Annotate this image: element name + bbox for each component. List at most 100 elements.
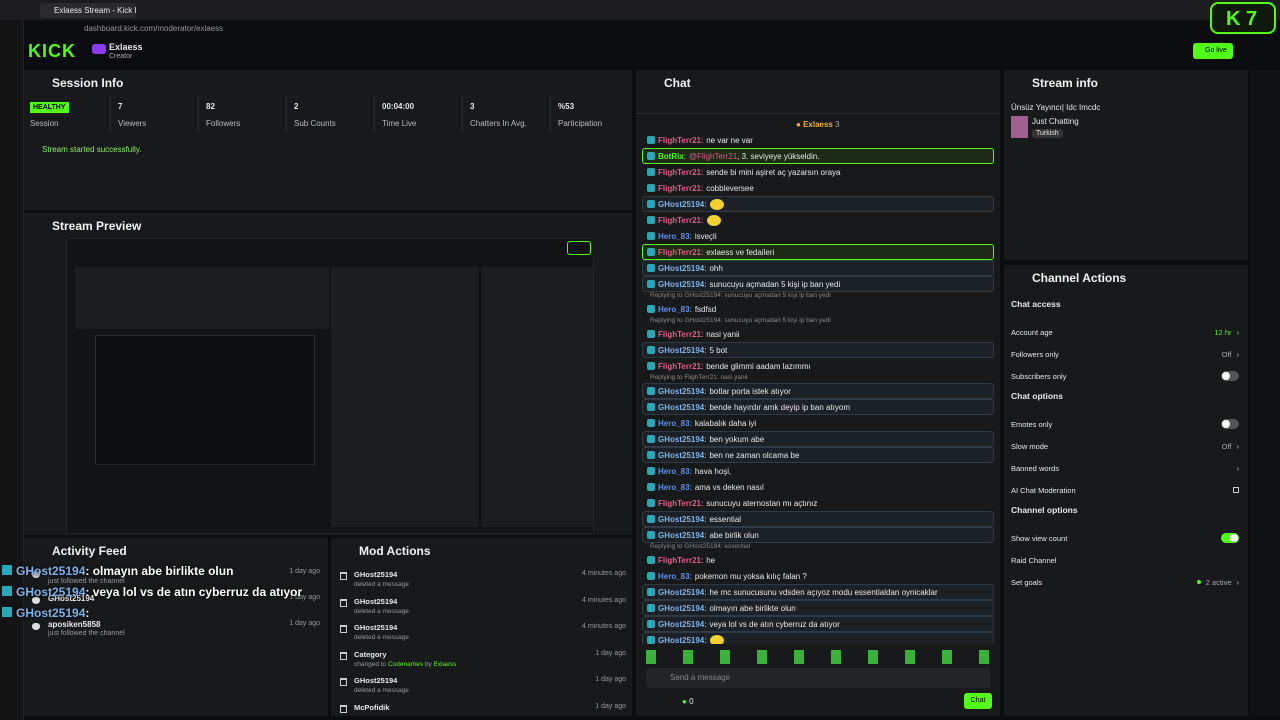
stream-title: Ünsüz Yayıncı| Idc Imcdc bbox=[1011, 103, 1101, 112]
action-row: Subscribers only bbox=[1011, 365, 1239, 387]
action-control: Off › bbox=[1222, 442, 1239, 451]
action-sections: Chat access Account age 12 hr › Followers on… bbox=[1011, 295, 1239, 593]
user-badge bbox=[647, 330, 655, 338]
toggle bbox=[1221, 419, 1239, 429]
chat-message: GHost25194: bende hayırdır amk deyip ip b… bbox=[642, 399, 994, 415]
chat-message: GHost25194: ben yokum abe bbox=[642, 431, 994, 447]
chat-user: GHost25194 bbox=[658, 199, 705, 209]
mod-note: changed to Codenames by Exlaess bbox=[354, 661, 456, 668]
url: dashboard.kick.com/moderator/exlaess bbox=[84, 24, 224, 33]
chat-message: GHost25194: veya lol vs de atın cyberruz … bbox=[642, 616, 994, 632]
pinned: ● Exlaess 3 bbox=[796, 120, 840, 129]
chat-user: GHost25194 bbox=[658, 635, 705, 645]
chat-user: FlighTerr21 bbox=[658, 329, 701, 339]
stat-label: Participation bbox=[558, 119, 603, 128]
stat-value: 82 bbox=[206, 102, 215, 111]
emote-bar bbox=[646, 650, 990, 664]
tab[interactable]: Exlaess Stream - Kick Dash bbox=[40, 3, 136, 18]
section-title: Chat options bbox=[1011, 391, 1063, 401]
mod-user: GHost25194 bbox=[354, 570, 398, 579]
colon: : bbox=[704, 279, 707, 289]
stat-label: Sub Counts bbox=[294, 119, 336, 128]
colon: : bbox=[700, 247, 704, 257]
left-sidebar bbox=[0, 20, 24, 720]
right-rail bbox=[1250, 70, 1280, 716]
chat-text: kalabalık daha iyi bbox=[694, 418, 757, 428]
chat-user: GHost25194 bbox=[658, 514, 705, 524]
colon: : bbox=[689, 571, 692, 581]
chat-message: Hero_83: isveçli bbox=[642, 228, 994, 244]
action-value: 12 hr bbox=[1214, 327, 1232, 337]
overlay-line: GHost25194: bbox=[2, 606, 89, 620]
pinned-count: 3 bbox=[835, 120, 840, 129]
panel-title: Activity Feed bbox=[52, 544, 127, 558]
mod-note-text: deleted a message bbox=[354, 607, 409, 615]
colon: : bbox=[704, 199, 707, 209]
user-badge bbox=[647, 216, 655, 224]
chat-user: FlighTerr21 bbox=[658, 215, 701, 225]
chat-user: FlighTerr21 bbox=[658, 361, 701, 371]
send-button[interactable]: Chat bbox=[964, 693, 992, 709]
chat-message: FlighTerr21: nasi yanii bbox=[642, 326, 994, 342]
colon: : bbox=[704, 263, 707, 273]
user-badge bbox=[647, 588, 655, 596]
points: ● 0 bbox=[682, 697, 694, 706]
chat-text: sunucuyu açmadan 5 kişi ip ban yedi bbox=[709, 279, 841, 289]
user-badge bbox=[647, 419, 655, 427]
mod-note-text: deleted a message bbox=[354, 581, 409, 588]
chat-user: GHost25194 bbox=[658, 587, 705, 597]
action-control bbox=[1221, 419, 1239, 429]
colon: : bbox=[689, 231, 692, 241]
chat-message: GHost25194: ben ne zaman olcama be bbox=[642, 447, 994, 463]
user-badge bbox=[647, 620, 655, 628]
chat-text: abe birlik olun bbox=[709, 530, 759, 540]
colon: : bbox=[700, 135, 704, 145]
action-label: Followers only bbox=[1011, 349, 1059, 359]
overlay-text: : olmayın abe birlikte olun bbox=[85, 564, 234, 578]
action-control: 2 active › bbox=[1196, 577, 1240, 587]
panel-title: Stream info bbox=[1032, 76, 1099, 90]
action-label: Banned words bbox=[1011, 463, 1059, 473]
colon: : bbox=[704, 434, 707, 444]
feed-note: just followed the channel bbox=[48, 630, 125, 637]
action-value: 2 active bbox=[1205, 577, 1232, 587]
chat-user: Hero_83 bbox=[658, 231, 690, 241]
logo: KICK bbox=[28, 41, 76, 61]
arrow: › bbox=[1236, 577, 1240, 587]
colon: : bbox=[704, 603, 707, 613]
action-label: Slow mode bbox=[1011, 441, 1049, 451]
chat-text: essential bbox=[709, 514, 742, 524]
panel-title: Mod Actions bbox=[359, 544, 431, 558]
chat-user: GHost25194 bbox=[658, 345, 705, 355]
colon: : bbox=[700, 183, 704, 193]
header-role: Creator bbox=[109, 53, 133, 60]
kick-badge: K 7 bbox=[1210, 2, 1276, 34]
mod-note: deleted a message bbox=[354, 581, 409, 588]
mod-actor: Exlaess bbox=[433, 660, 457, 668]
action-row: Slow mode Off › bbox=[1011, 435, 1239, 457]
go-live[interactable]: Go live bbox=[1193, 43, 1233, 59]
mod-user: GHost25194 bbox=[354, 676, 398, 685]
overlay-badge bbox=[2, 586, 12, 596]
mod-panel: Mod Actions GHost25194 deleted a message 4… bbox=[331, 538, 632, 716]
arrow: › bbox=[1236, 441, 1240, 451]
mod-time: 4 minutes ago bbox=[582, 596, 626, 604]
chat-text: isveçli bbox=[694, 231, 717, 241]
action-row: Show view count bbox=[1011, 527, 1239, 549]
chat-user: GHost25194 bbox=[658, 386, 705, 396]
overlay-user: GHost25194 bbox=[16, 585, 86, 599]
chat-message: GHost25194: essential bbox=[642, 511, 994, 527]
overlay-line: GHost25194: veya lol vs de atın cyberruz… bbox=[2, 585, 302, 599]
chat-user: BotRix bbox=[658, 151, 684, 161]
action-row: Raid Channel bbox=[1011, 549, 1239, 571]
user-badge bbox=[647, 403, 655, 411]
mention: @FlighTerr21 bbox=[689, 151, 738, 161]
emote bbox=[710, 198, 725, 210]
panel-title: Stream Preview bbox=[52, 219, 142, 233]
mod-icon bbox=[340, 678, 347, 686]
chat-input[interactable]: Send a message bbox=[646, 668, 990, 688]
action-label: AI Chat Moderation bbox=[1011, 485, 1076, 495]
panel-title: Chat bbox=[664, 76, 691, 90]
address-bar[interactable]: dashboard.kick.com/moderator/exlaess bbox=[60, 21, 1160, 35]
